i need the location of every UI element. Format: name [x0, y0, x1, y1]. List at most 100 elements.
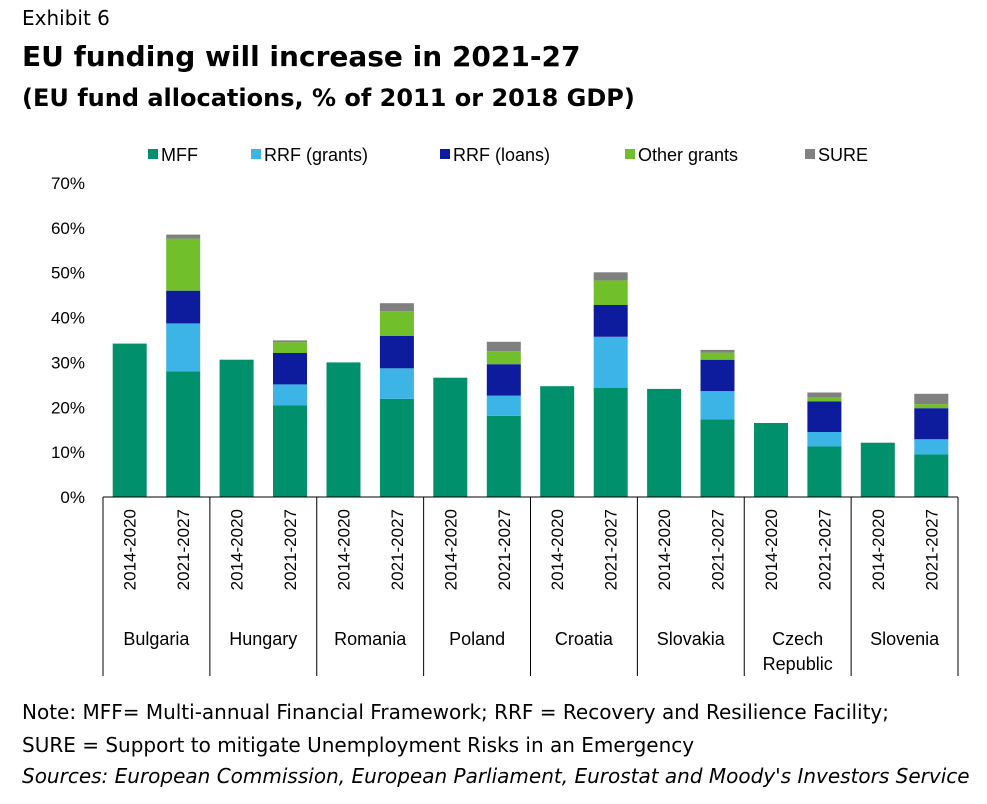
legend-swatch-mff	[148, 149, 158, 159]
x-tick-label-period: 2014-2020	[869, 509, 888, 590]
x-group-label-slovenia: Slovenia	[870, 629, 940, 649]
x-tick-label-period: 2021-2027	[281, 509, 300, 590]
bar-rrf-grants-bulgaria-2021-2027	[166, 323, 201, 372]
x-tick-label-period: 2014-2020	[441, 509, 460, 590]
x-tick-label-period: 2021-2027	[922, 509, 941, 590]
bar-mff-slovakia-2014-2020	[647, 388, 682, 497]
bar-mff-hungary-2014-2020	[219, 359, 254, 497]
legend-swatch-sure	[805, 149, 815, 159]
bar-mff-romania-2014-2020	[326, 362, 361, 497]
bar-rrf-loans-hungary-2021-2027	[273, 353, 307, 385]
exhibit-label: Exhibit 6	[22, 6, 110, 30]
bar-rrf-grants-slovakia-2021-2027	[700, 391, 735, 420]
bar-rrf-loans-czech-republic-2021-2027	[807, 401, 842, 432]
legend-swatch-rrf-loans	[440, 149, 450, 159]
bar-rrf-grants-slovenia-2021-2027	[914, 439, 949, 455]
y-axis: 0% 10% 20% 30% 40% 50% 60% 70%	[51, 174, 85, 507]
bar-mff-slovenia-2014-2020	[860, 442, 895, 497]
stacked-bar-chart: MFF RRF (grants) RRF (loans) Other grants SU…	[51, 145, 959, 676]
legend-label-mff: MFF	[161, 145, 198, 165]
x-tick-label-period: 2014-2020	[548, 509, 567, 590]
bar-rrf-grants-romania-2021-2027	[379, 368, 414, 399]
bar-other-grants-poland-2021-2027	[486, 351, 521, 365]
y-tick-label: 70%	[51, 174, 85, 193]
x-group-label-croatia: Croatia	[555, 629, 614, 649]
sources-line: Sources: European Commission, European P…	[22, 764, 970, 788]
bar-other-grants-bulgaria-2021-2027	[166, 238, 201, 291]
bar-rrf-grants-poland-2021-2027	[486, 395, 521, 416]
x-tick-label-period: 2014-2020	[655, 509, 674, 590]
bar-mff-bulgaria-2014-2020	[112, 343, 147, 497]
x-tick-label-period: 2014-2020	[335, 509, 354, 590]
bar-rrf-loans-bulgaria-2021-2027	[166, 290, 201, 324]
legend-label-rrf-grants: RRF (grants)	[264, 145, 368, 165]
x-group-label-romania: Romania	[334, 629, 407, 649]
y-tick-label: 40%	[51, 309, 85, 328]
legend-label-other-grants: Other grants	[638, 145, 738, 165]
bar-rrf-grants-croatia-2021-2027	[593, 336, 628, 388]
x-group-label-poland: Poland	[449, 629, 505, 649]
bar-rrf-loans-poland-2021-2027	[486, 364, 521, 396]
x-group-label-slovakia: Slovakia	[657, 629, 726, 649]
bar-sure-slovenia-2021-2027	[914, 393, 949, 405]
bar-sure-bulgaria-2021-2027	[166, 234, 201, 239]
bar-rrf-loans-slovakia-2021-2027	[700, 359, 735, 392]
x-tick-label-period: 2021-2027	[815, 509, 834, 590]
bar-sure-czech-republic-2021-2027	[807, 392, 842, 397]
x-group-label-czech-republic: Czech Republic	[763, 629, 833, 674]
bar-sure-hungary-2021-2027	[273, 340, 307, 343]
legend: MFF RRF (grants) RRF (loans) Other grants SU…	[148, 145, 868, 165]
x-tick-label-period: 2014-2020	[762, 509, 781, 590]
chart-title: EU funding will increase in 2021-27	[22, 40, 581, 73]
bar-mff-croatia-2021-2027	[593, 388, 628, 497]
x-tick-label-period: 2021-2027	[495, 509, 514, 590]
legend-swatch-rrf-grants	[251, 149, 261, 159]
bar-other-grants-slovakia-2021-2027	[700, 352, 735, 360]
bar-rrf-grants-czech-republic-2021-2027	[807, 432, 842, 447]
y-tick-label: 60%	[51, 219, 85, 238]
legend-label-rrf-loans: RRF (loans)	[453, 145, 550, 165]
bar-mff-slovakia-2021-2027	[700, 419, 735, 497]
bar-mff-romania-2021-2027	[379, 398, 414, 497]
bars	[112, 234, 949, 497]
footnote-line-2: SURE = Support to mitigate Unemployment …	[22, 733, 695, 757]
x-tick-label-period: 2021-2027	[388, 509, 407, 590]
bar-sure-slovakia-2021-2027	[700, 349, 735, 353]
legend-swatch-other-grants	[625, 149, 635, 159]
x-tick-label-period: 2014-2020	[228, 509, 247, 590]
bar-other-grants-romania-2021-2027	[379, 311, 414, 336]
x-tick-label-period: 2021-2027	[709, 509, 728, 590]
bar-other-grants-czech-republic-2021-2027	[807, 397, 842, 402]
y-tick-label: 20%	[51, 398, 85, 417]
footnote-line-1: Note: MFF= Multi-annual Financial Framew…	[22, 700, 890, 724]
chart-subtitle: (EU fund allocations, % of 2011 or 2018 …	[22, 84, 635, 112]
y-tick-label: 10%	[51, 443, 85, 462]
bar-other-grants-croatia-2021-2027	[593, 280, 628, 305]
x-axis: 2014-2020 2021-2027 2014-2020 2021-2027 2014…	[102, 496, 959, 676]
x-group-label-bulgaria: Bulgaria	[123, 629, 190, 649]
bar-mff-poland-2021-2027	[486, 415, 521, 497]
bar-mff-bulgaria-2021-2027	[166, 371, 201, 497]
y-tick-label: 50%	[51, 264, 85, 283]
bar-sure-croatia-2021-2027	[593, 272, 628, 281]
bar-mff-hungary-2021-2027	[273, 405, 307, 497]
bar-mff-czech-republic-2021-2027	[807, 446, 842, 497]
bar-mff-slovenia-2021-2027	[914, 454, 949, 497]
bar-mff-croatia-2014-2020	[540, 386, 575, 497]
bar-rrf-loans-slovenia-2021-2027	[914, 408, 949, 440]
x-tick-label-period: 2021-2027	[174, 509, 193, 590]
y-tick-label: 30%	[51, 353, 85, 372]
y-tick-label: 0%	[60, 488, 85, 507]
x-group-label-hungary: Hungary	[229, 629, 297, 649]
legend-label-sure: SURE	[818, 145, 868, 165]
bar-rrf-grants-hungary-2021-2027	[273, 384, 307, 406]
x-tick-label-period: 2021-2027	[602, 509, 621, 590]
x-tick-label-period: 2014-2020	[121, 509, 140, 590]
bar-mff-czech-republic-2014-2020	[754, 423, 788, 497]
bar-other-grants-slovenia-2021-2027	[914, 404, 949, 409]
bar-rrf-loans-romania-2021-2027	[379, 336, 414, 369]
bar-other-grants-hungary-2021-2027	[273, 342, 307, 353]
bar-mff-poland-2014-2020	[433, 377, 468, 497]
bar-rrf-loans-croatia-2021-2027	[593, 305, 628, 337]
bar-sure-poland-2021-2027	[486, 341, 521, 352]
